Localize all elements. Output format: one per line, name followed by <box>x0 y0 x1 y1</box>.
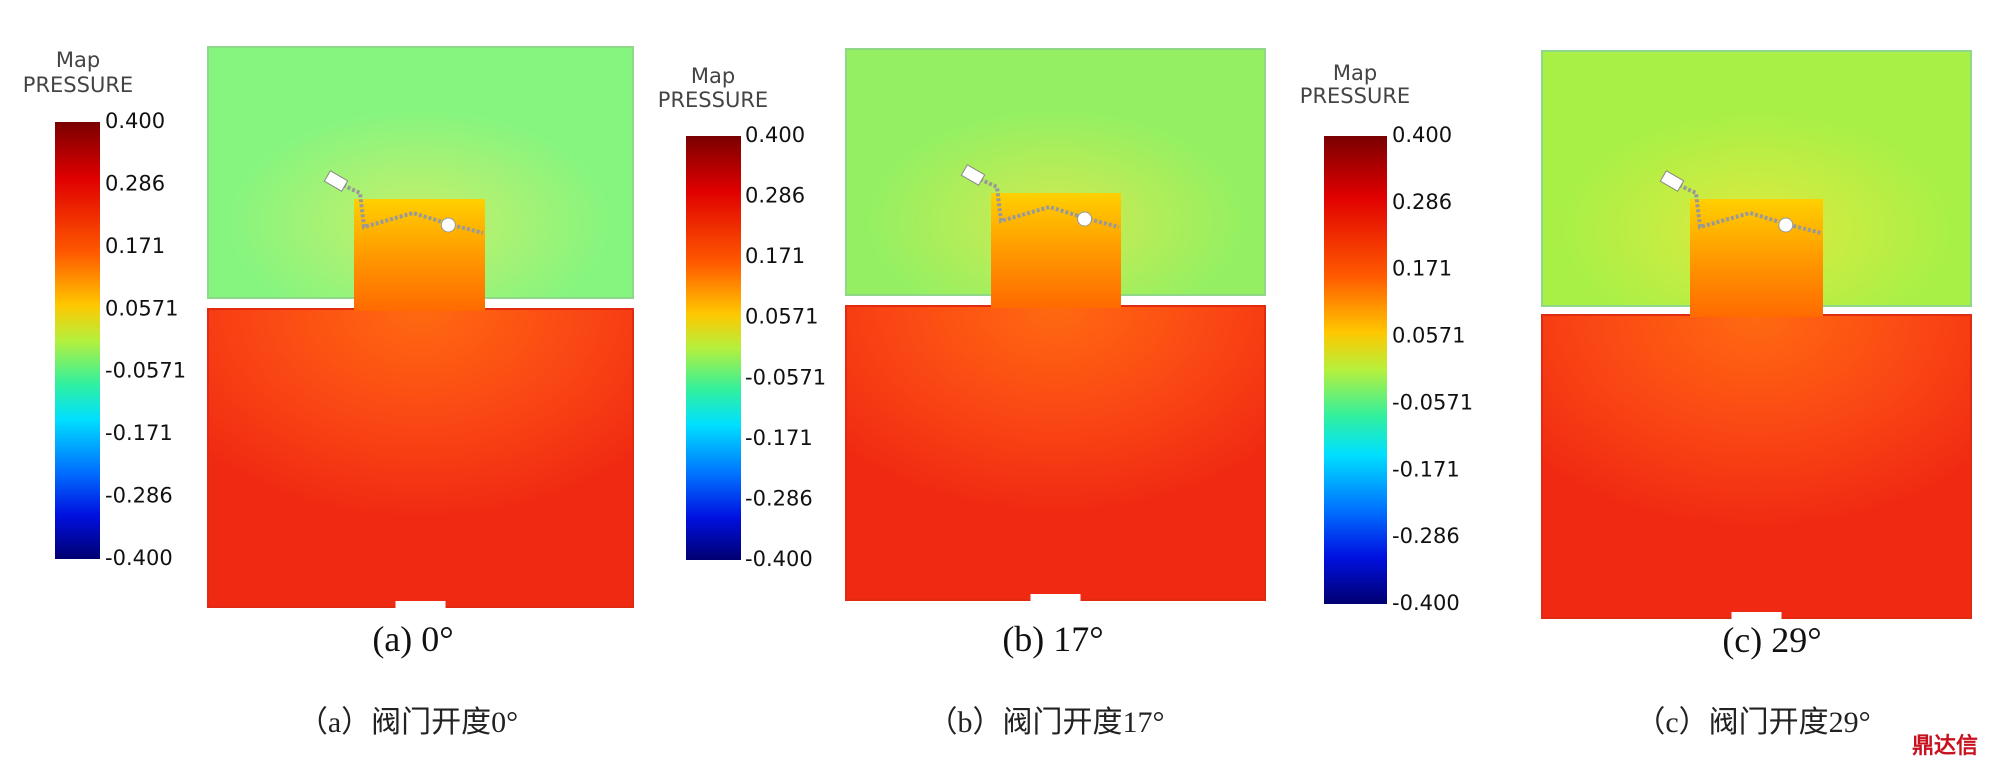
valve-plate <box>1669 179 1822 235</box>
colorbar-tick-label: -0.0571 <box>105 359 186 383</box>
colorbar <box>686 136 741 560</box>
high-pressure-region <box>1541 314 1972 619</box>
colorbar-tick-label: 0.400 <box>745 123 805 147</box>
colorbar-tick-label: -0.0571 <box>1392 390 1473 414</box>
panel-caption: （b）阀门开度17° <box>928 706 1165 739</box>
colorbar-tick-label: 0.0571 <box>745 305 818 329</box>
legend-subtitle: PRESSURE <box>23 73 133 97</box>
outlet <box>395 601 446 609</box>
colorbar-tick-label: 0.0571 <box>105 296 178 320</box>
panel-label: (c) 29° <box>1722 620 1821 660</box>
colorbar <box>55 122 100 559</box>
legend-title: Map <box>56 48 100 72</box>
colorbar-tick-label: 0.400 <box>105 109 165 133</box>
panel-caption: （c）阀门开度29° <box>1635 706 1870 739</box>
colorbar-tick-label: -0.171 <box>745 426 813 450</box>
valve-block <box>1659 170 1685 192</box>
legend-subtitle: PRESSURE <box>658 88 768 112</box>
colorbar-tick-label: 0.0571 <box>1392 324 1465 348</box>
colorbar-tick-label: 0.171 <box>105 234 165 258</box>
colorbar-tick-label: -0.400 <box>105 546 173 570</box>
valve-neck <box>354 199 485 311</box>
colorbar-tick-label: 0.286 <box>745 184 805 208</box>
colorbar-tick-label: -0.286 <box>1392 524 1460 548</box>
valve-block <box>323 170 349 192</box>
outlet <box>1030 594 1081 602</box>
legend-title: Map <box>1333 61 1377 85</box>
valve-neck <box>991 193 1121 308</box>
panel-label: (b) 17° <box>1002 619 1103 659</box>
colorbar-tick-label: 0.171 <box>1392 257 1452 281</box>
colorbar-tick-label: -0.171 <box>1392 457 1460 481</box>
colorbar-tick-label: 0.171 <box>745 244 805 268</box>
valve-ball <box>1778 217 1794 233</box>
outlet <box>1731 612 1782 620</box>
high-pressure-region <box>845 305 1266 601</box>
colorbar-tick-label: -0.0571 <box>745 365 826 389</box>
watermark: 鼎达信 <box>1912 733 1978 759</box>
valve-neck <box>1690 199 1823 317</box>
colorbar-tick-label: -0.286 <box>745 486 813 510</box>
colorbar-tick-label: -0.400 <box>1392 591 1460 615</box>
valve-ball <box>1077 211 1093 227</box>
colorbar-tick-label: -0.400 <box>745 547 813 571</box>
colorbar-tick-label: 0.400 <box>1392 123 1452 147</box>
valve-plate <box>333 179 484 235</box>
panel-caption: （a）阀门开度0° <box>298 706 518 739</box>
colorbar <box>1324 136 1387 604</box>
colorbar-tick-label: 0.286 <box>1392 190 1452 214</box>
valve-ball <box>440 217 456 233</box>
valve-block <box>960 164 986 186</box>
legend-subtitle: PRESSURE <box>1300 84 1410 108</box>
colorbar-tick-label: -0.171 <box>105 421 173 445</box>
high-pressure-region <box>207 308 634 608</box>
legend-title: Map <box>691 64 735 88</box>
colorbar-tick-label: -0.286 <box>105 484 173 508</box>
colorbar-tick-label: 0.286 <box>105 171 165 195</box>
panel-label: (a) 0° <box>372 619 453 659</box>
